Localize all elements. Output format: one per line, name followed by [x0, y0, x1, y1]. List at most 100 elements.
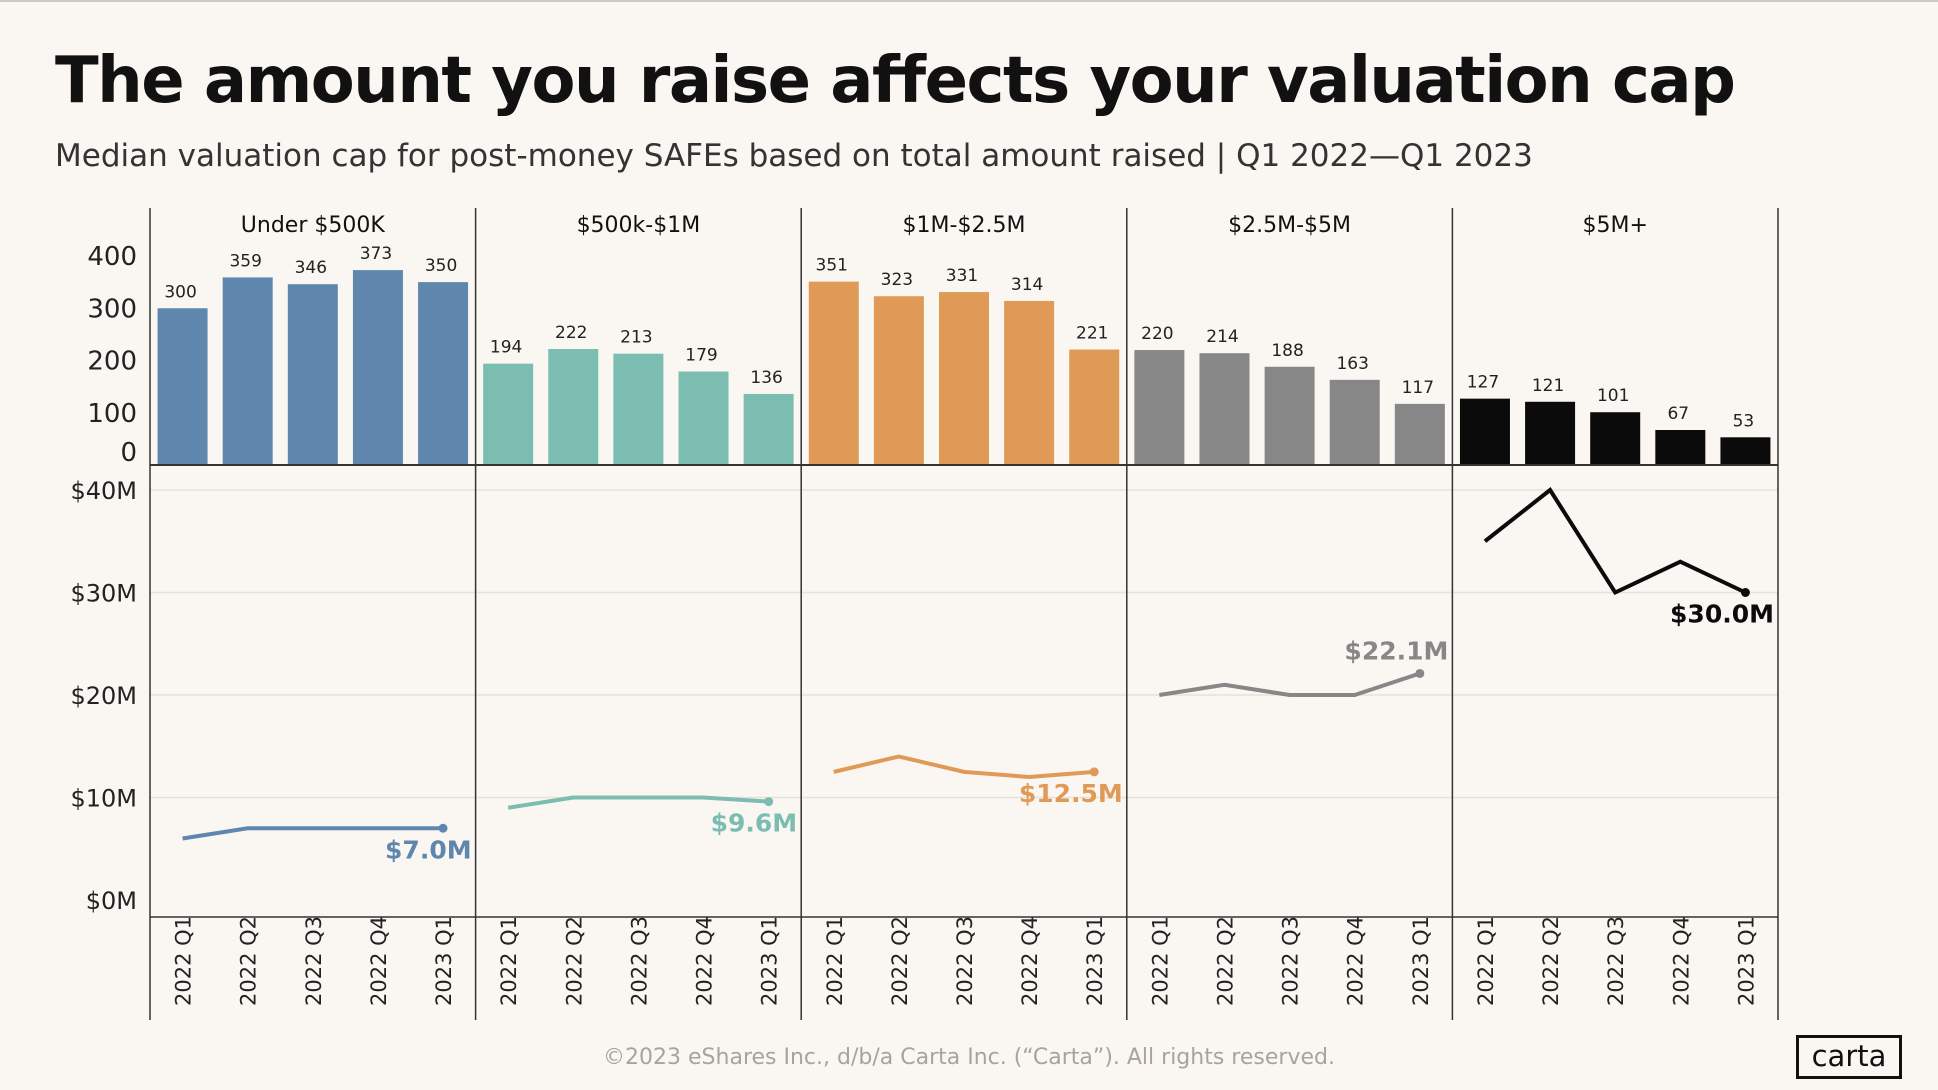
- bar-value-label: 214: [1206, 327, 1238, 347]
- series-line: [1159, 671, 1421, 697]
- x-tick-label: 2023 Q1: [758, 916, 782, 1006]
- bar: [873, 296, 924, 465]
- footer-copyright: ©2023 eShares Inc., d/b/a Carta Inc. (“C…: [603, 1045, 1335, 1070]
- line-y-tick-label: $30M: [70, 580, 137, 608]
- bar: [613, 353, 664, 465]
- bar: [483, 363, 534, 465]
- bar-value-label: 136: [750, 368, 782, 388]
- x-tick-label: 2023 Q1: [1734, 916, 1758, 1006]
- line-end-label: $22.1M: [1344, 636, 1448, 665]
- bar: [222, 277, 273, 465]
- x-tick-label: 2022 Q4: [1018, 916, 1042, 1006]
- bar-value-label: 194: [490, 338, 522, 358]
- bar: [678, 371, 729, 465]
- panel-header: $5M+: [1582, 213, 1647, 238]
- carta-logo: carta: [1796, 1035, 1902, 1079]
- x-tick-label: 2022 Q2: [1539, 916, 1563, 1006]
- panel-header: $2.5M-$5M: [1228, 213, 1351, 238]
- x-tick-label: 2022 Q3: [627, 916, 651, 1006]
- bar-value-label: 346: [295, 258, 327, 278]
- line-y-tick-label: $20M: [70, 682, 137, 710]
- bar: [1069, 349, 1120, 465]
- x-tick-label: 2022 Q2: [237, 916, 261, 1006]
- x-tick-label: 2022 Q3: [1604, 916, 1628, 1006]
- series-line: [182, 826, 444, 841]
- x-tick-label: 2023 Q1: [432, 916, 456, 1006]
- bar-value-label: 331: [946, 266, 978, 286]
- series-line: [1483, 487, 1747, 596]
- bar-value-label: 220: [1141, 324, 1173, 344]
- bar-value-label: 53: [1733, 411, 1755, 431]
- bar-value-label: 163: [1336, 354, 1368, 374]
- panel-header: $500k-$1M: [577, 213, 701, 238]
- x-tick-label: 2022 Q4: [693, 916, 717, 1006]
- bar: [548, 349, 599, 465]
- bar: [287, 284, 338, 465]
- bar: [1394, 403, 1445, 465]
- bar-value-label: 222: [555, 323, 587, 343]
- line-end-marker: [1089, 767, 1099, 777]
- bar: [808, 281, 859, 465]
- bar: [1525, 401, 1576, 465]
- bar: [418, 282, 469, 465]
- bar-value-label: 121: [1532, 376, 1564, 396]
- x-tick-label: 2022 Q1: [1148, 916, 1172, 1006]
- top-rule: [0, 0, 1938, 2]
- bar: [1199, 353, 1250, 465]
- x-tick-label: 2022 Q1: [823, 916, 847, 1006]
- x-tick-label: 2022 Q3: [1279, 916, 1303, 1006]
- bar: [1004, 300, 1055, 465]
- bar: [352, 270, 403, 465]
- x-tick-label: 2022 Q1: [497, 916, 521, 1006]
- line-y-tick-label: $40M: [70, 477, 137, 505]
- bar-y-tick-label: 300: [87, 294, 137, 324]
- x-tick-label: 2022 Q1: [172, 916, 196, 1006]
- x-tick-label: 2022 Q1: [1474, 916, 1498, 1006]
- bar: [939, 292, 989, 465]
- x-tick-label: 2022 Q2: [562, 916, 586, 1006]
- bar: [1264, 366, 1315, 465]
- x-tick-label: 2022 Q3: [302, 916, 326, 1006]
- series-line: [507, 795, 769, 810]
- bar-value-label: 350: [425, 256, 457, 276]
- bar-value-label: 117: [1402, 378, 1434, 398]
- x-tick-label: 2023 Q1: [1083, 916, 1107, 1006]
- line-end-label: $12.5M: [1019, 779, 1123, 808]
- bar: [1655, 429, 1706, 465]
- line-end-label: $9.6M: [711, 809, 798, 838]
- bar-value-label: 213: [620, 328, 652, 348]
- bar-y-tick-label: 200: [87, 347, 137, 377]
- series-line: [833, 754, 1095, 780]
- line-end-label: $30.0M: [1670, 600, 1774, 629]
- x-tick-label: 2022 Q3: [953, 916, 977, 1006]
- line-y-tick-label: $0M: [86, 887, 137, 915]
- x-tick-label: 2022 Q4: [367, 916, 391, 1006]
- panel-header: Under $500K: [241, 213, 386, 238]
- bar-y-tick-label: 0: [120, 438, 137, 468]
- x-tick-label: 2023 Q1: [1409, 916, 1433, 1006]
- line-end-marker: [764, 797, 774, 807]
- bar-value-label: 179: [685, 345, 717, 365]
- bar-y-tick-label: 100: [87, 399, 137, 429]
- bar: [1590, 412, 1641, 465]
- x-tick-label: 2022 Q4: [1669, 916, 1693, 1006]
- bar-value-label: 359: [229, 251, 261, 271]
- line-end-marker: [1740, 588, 1750, 597]
- bar-value-label: 221: [1076, 324, 1108, 344]
- chart-subtitle: Median valuation cap for post-money SAFE…: [55, 138, 1533, 174]
- bar-y-tick-label: 400: [87, 242, 137, 272]
- bar: [1329, 379, 1380, 465]
- line-end-marker: [438, 823, 448, 833]
- chart-title: The amount you raise affects your valuat…: [55, 44, 1736, 118]
- chart-svg: 0 100 200 300 400 $0M $10M $20M $30M $40M Under $5…: [70, 208, 1779, 1020]
- bar: [157, 308, 208, 465]
- bar-value-label: 314: [1011, 275, 1043, 295]
- bar-value-label: 373: [360, 244, 392, 264]
- bar: [743, 393, 794, 465]
- panel-header: $1M-$2.5M: [903, 213, 1026, 238]
- x-tick-label: 2022 Q4: [1344, 916, 1368, 1006]
- bar-value-label: 67: [1667, 404, 1689, 424]
- x-tick-label: 2022 Q2: [888, 916, 912, 1006]
- bar: [1459, 398, 1510, 465]
- bar-value-label: 127: [1467, 373, 1499, 393]
